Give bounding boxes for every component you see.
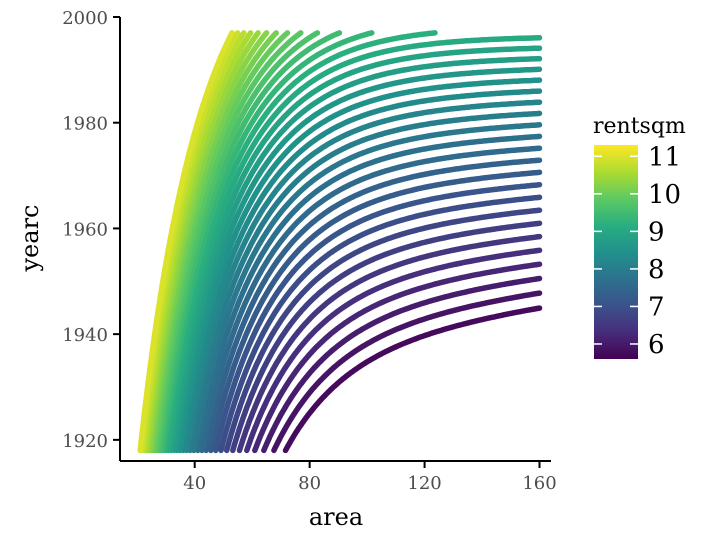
contour-line-9 (212, 181, 543, 454)
contour-line-1 (271, 290, 543, 454)
contour-lines (137, 30, 543, 454)
contour-line-0 (282, 305, 543, 454)
contour-line-18 (177, 77, 543, 454)
y-tick-label: 1960 (62, 219, 108, 240)
x-tick-label: 80 (298, 473, 321, 494)
y-tick-label: 1980 (62, 114, 108, 135)
contour-line-16 (183, 99, 543, 454)
colorbar-label: 7 (648, 292, 665, 322)
axes (119, 17, 551, 462)
colorbar-legend: rentsqm 11 10 9 8 7 6 (593, 114, 686, 360)
colorbar-ticks: 11 10 9 8 7 6 (594, 142, 681, 360)
contour-line-11 (203, 157, 543, 454)
x-tick-label: 120 (407, 473, 441, 494)
contour-line-14 (191, 122, 543, 454)
contour-line-17 (180, 88, 543, 454)
y-axis-title: yearc (16, 205, 44, 273)
contour-line-35 (137, 30, 235, 454)
colorbar-label: 6 (648, 330, 665, 360)
contour-line-12 (199, 145, 543, 454)
contour-line-2 (261, 275, 543, 454)
colorbar (594, 145, 638, 359)
contour-line-7 (223, 207, 543, 454)
contour-line-3 (252, 261, 543, 454)
contour-line-6 (230, 220, 543, 454)
colorbar-label: 8 (648, 255, 665, 285)
contour-line-10 (208, 169, 543, 454)
legend-title: rentsqm (593, 114, 686, 139)
contour-line-5 (236, 233, 543, 454)
y-tick-label: 2000 (62, 8, 108, 29)
y-tick-label: 1920 (62, 431, 108, 452)
contour-line-8 (218, 194, 543, 454)
x-tick-label: 160 (522, 473, 556, 494)
colorbar-label: 10 (648, 180, 681, 210)
x-tick-label: 40 (183, 473, 206, 494)
x-axis-title: area (309, 503, 363, 531)
colorbar-label: 9 (648, 217, 665, 247)
y-tick-label: 1940 (62, 325, 108, 346)
contour-line-15 (187, 110, 543, 454)
axis-ticks: 40 80 120 160 1920 1940 1960 1980 2000 (62, 8, 556, 494)
contour-line-19 (174, 66, 543, 454)
contour-line-20 (171, 55, 543, 454)
colorbar-label: 11 (648, 142, 681, 172)
contour-line-4 (244, 247, 543, 454)
contour-line-13 (194, 133, 543, 454)
